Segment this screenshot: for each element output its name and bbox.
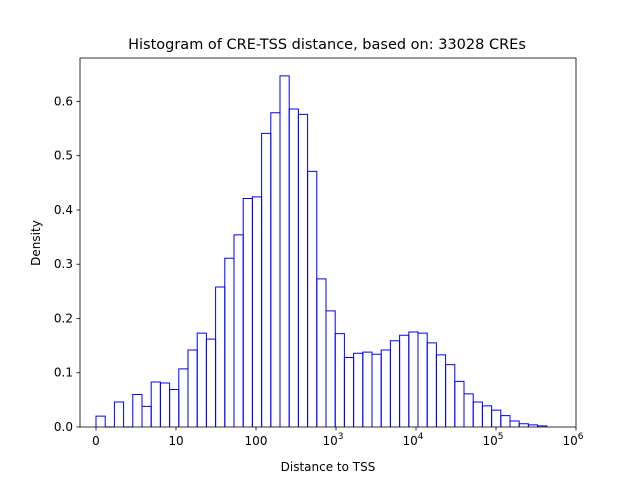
histogram-bar <box>481 405 493 427</box>
histogram-bar <box>251 196 263 427</box>
x-axis-label: Distance to TSS <box>281 460 376 474</box>
histogram-bar <box>205 338 217 427</box>
histogram-bar <box>435 354 447 427</box>
histogram-bar <box>307 170 318 427</box>
chart-title: Histogram of CRE-TSS distance, based on:… <box>128 37 526 53</box>
histogram-bar <box>95 415 106 427</box>
histogram-bar <box>472 401 483 427</box>
histogram-bar <box>343 357 355 427</box>
y-axis-label: Density <box>29 220 43 266</box>
histogram-bar <box>417 332 428 427</box>
histogram-bar <box>371 353 382 427</box>
x-tick-label: 103 <box>322 432 343 448</box>
plot-frame <box>79 57 577 428</box>
histogram-bar <box>215 286 226 427</box>
histogram-bar <box>233 234 244 427</box>
histogram-bar <box>334 333 345 427</box>
histogram-bar <box>491 409 502 427</box>
histogram-bar <box>389 340 401 427</box>
histogram-bar <box>279 75 290 427</box>
plot-area <box>95 75 548 428</box>
histogram-bar <box>178 368 189 427</box>
histogram-bar <box>224 257 235 427</box>
histogram-bar <box>270 112 281 427</box>
histogram-bar <box>159 382 171 427</box>
histogram-bar <box>518 423 529 427</box>
histogram-bar <box>150 381 161 427</box>
y-axis: 0.0 0.1 0.2 0.3 0.4 0.5 0.6 <box>54 94 80 434</box>
histogram-bar <box>141 405 152 427</box>
x-tick-label: 0 <box>92 434 100 448</box>
x-tick-label: 10 <box>168 434 183 448</box>
histogram-bar <box>537 425 548 427</box>
histogram-bar <box>408 331 419 427</box>
histogram-bar <box>500 415 511 427</box>
y-tick-label: 0.3 <box>54 257 73 271</box>
histogram-bar <box>242 198 253 427</box>
y-tick-label: 0.1 <box>54 366 73 380</box>
histogram-bar <box>169 389 180 427</box>
x-tick-label: 105 <box>482 432 503 448</box>
histogram-bar <box>187 349 198 427</box>
histogram-bar <box>132 393 143 427</box>
histogram-bar <box>288 108 299 427</box>
y-tick-label: 0.4 <box>54 203 73 217</box>
histogram-bar <box>454 380 465 427</box>
x-tick-label: 100 <box>245 434 268 448</box>
histogram-bar <box>445 364 456 427</box>
histogram-bar <box>297 113 309 427</box>
y-tick-label: 0.2 <box>54 311 73 325</box>
x-tick-label: 104 <box>402 432 423 448</box>
histogram-bar <box>380 349 391 427</box>
histogram-bar <box>113 401 125 427</box>
x-axis: 0 10 100 103 104 105 106 <box>92 427 584 448</box>
y-tick-label: 0.6 <box>54 94 73 108</box>
histogram-bar <box>399 334 410 427</box>
histogram-bar <box>353 352 364 427</box>
histogram-bar <box>196 332 207 427</box>
y-tick-label: 0.0 <box>54 420 73 434</box>
histogram-bar <box>463 393 474 427</box>
x-tick-label: 106 <box>562 432 583 448</box>
histogram-bar <box>316 278 327 427</box>
y-tick-label: 0.5 <box>54 149 73 163</box>
histogram-bar <box>261 132 272 427</box>
histogram-bar <box>509 420 520 427</box>
histogram-bar <box>325 310 336 427</box>
histogram-bar <box>426 342 437 427</box>
histogram-bar <box>362 351 373 427</box>
